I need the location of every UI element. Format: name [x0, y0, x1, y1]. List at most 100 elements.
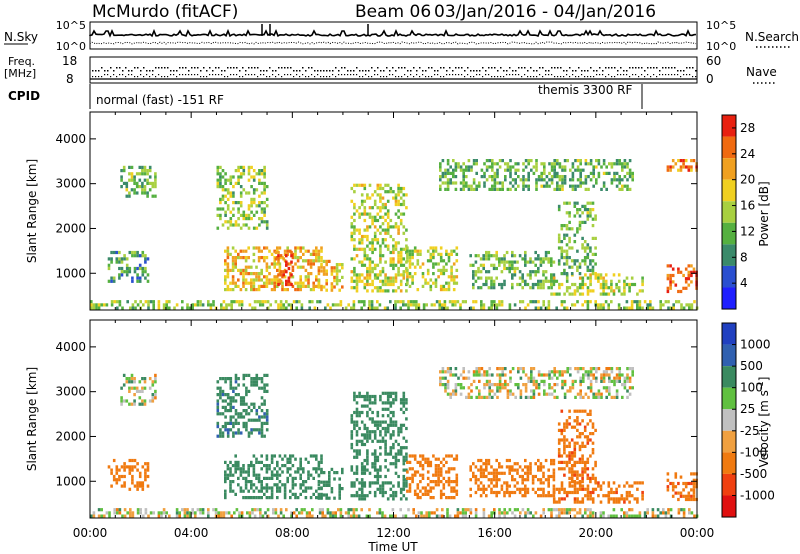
echo-cell [586, 494, 590, 498]
echo-cell [247, 272, 250, 276]
echo-cell [232, 425, 235, 429]
echo-cell [381, 222, 385, 226]
echo-cell [576, 487, 579, 491]
echo-cell [682, 286, 685, 290]
echo-cell [399, 282, 403, 287]
echo-cell [479, 468, 483, 472]
freq-point [407, 70, 409, 72]
echo-cell [363, 481, 367, 485]
echo-cell [485, 383, 489, 387]
echo-cell [120, 257, 124, 261]
echo-cell [478, 389, 481, 393]
echo-cell [405, 458, 408, 463]
echo-cell [565, 256, 569, 260]
echo-cell [162, 303, 166, 307]
echo-cell [384, 430, 387, 434]
echo-cell [442, 265, 446, 269]
echo-cell [341, 266, 344, 270]
echo-cell [630, 300, 634, 304]
echo-cell [464, 508, 467, 512]
echo-cell [265, 489, 269, 493]
echo-cell [492, 474, 496, 479]
echo-cell [229, 181, 233, 185]
echo-cell [252, 226, 256, 230]
echo-cell [568, 511, 571, 515]
echo-cell [250, 483, 253, 487]
echo-cell [542, 508, 545, 512]
echo-cell [576, 211, 579, 215]
echo-cell [320, 460, 323, 464]
echo-cell [690, 270, 693, 274]
echo-cell [623, 282, 626, 287]
echo-cell [294, 492, 297, 496]
echo-cell [439, 175, 442, 179]
echo-cell [542, 270, 545, 274]
echo-cell [623, 289, 626, 293]
echo-cell [381, 206, 385, 210]
echo-cell [487, 462, 491, 466]
echo-cell [682, 159, 685, 163]
echo-cell [381, 254, 385, 258]
echo-cell [449, 178, 452, 182]
echo-cell [250, 377, 253, 381]
echo-cell [239, 172, 243, 176]
echo-cell [504, 178, 507, 182]
echo-cell [112, 276, 116, 280]
echo-cell [519, 376, 523, 380]
echo-cell [325, 269, 328, 273]
freq-point [326, 70, 328, 72]
echo-cell [592, 171, 595, 175]
echo-cell [131, 303, 135, 307]
nave-point [221, 74, 223, 76]
echo-cell [578, 484, 582, 488]
echo-cell [366, 196, 369, 200]
echo-cell [628, 514, 631, 518]
nave-point [470, 76, 472, 78]
echo-cell [666, 168, 670, 172]
echo-cell [485, 168, 489, 172]
echo-cell [330, 490, 334, 494]
echo-cell [547, 303, 551, 307]
power-colorbar-label: Power [dB] [757, 181, 771, 246]
echo-cell [370, 306, 374, 310]
echo-cell [252, 169, 256, 173]
echo-cell [587, 370, 590, 374]
echo-cell [475, 386, 478, 390]
echo-cell [399, 212, 403, 216]
colorbar-tick-label: 16 [740, 199, 755, 213]
echo-cell [483, 171, 486, 175]
echo-cell [252, 213, 256, 217]
echo-cell [373, 468, 377, 472]
echo-cell [366, 254, 369, 258]
echo-cell [263, 185, 266, 189]
echo-cell [421, 275, 425, 279]
echo-cell [441, 181, 445, 185]
echo-cell [237, 393, 240, 397]
echo-cell [506, 395, 510, 399]
echo-cell [296, 284, 300, 288]
echo-cell [455, 480, 459, 484]
echo-cell [146, 273, 150, 277]
echo-cell [693, 300, 696, 304]
echo-cell [500, 303, 504, 307]
echo-cell [240, 303, 244, 307]
echo-cell [587, 175, 590, 179]
echo-cell [537, 282, 540, 287]
echo-cell [128, 389, 131, 393]
echo-cell [669, 286, 672, 290]
echo-cell [247, 226, 251, 230]
echo-cell [406, 259, 409, 263]
echo-cell [522, 162, 525, 166]
echo-cell [446, 508, 449, 512]
echo-cell [599, 514, 603, 518]
echo-cell [368, 433, 372, 437]
echo-cell [231, 480, 235, 484]
echo-cell [682, 494, 685, 498]
echo-cell [391, 508, 395, 512]
echo-cell [291, 476, 295, 480]
echo-cell [373, 225, 377, 229]
nave-point [314, 76, 316, 78]
echo-cell [518, 474, 522, 479]
echo-cell [557, 240, 561, 244]
echo-cell [454, 392, 458, 396]
